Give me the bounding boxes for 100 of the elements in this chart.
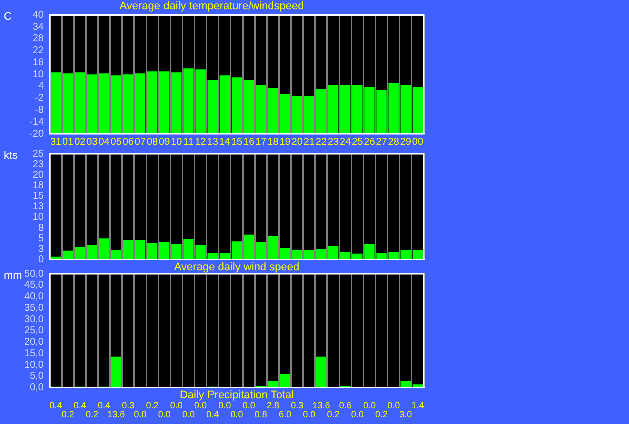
y-tick-label: 40,0 [24, 292, 44, 303]
data-label: 0.0 [303, 409, 316, 420]
data-label: 0.0 [182, 409, 195, 420]
y-tick-label: 40 [32, 10, 44, 21]
x-tick-label: 05 [110, 136, 122, 148]
y-tick-label: 5,0 [30, 371, 44, 382]
y-tick-label: 10,0 [24, 360, 44, 371]
y-tick-label: 20 [32, 170, 44, 181]
x-tick-label: 14 [219, 136, 231, 148]
x-tick-label: 16 [244, 136, 256, 148]
y-tick-label: 10 [32, 69, 44, 80]
data-label: 13.6 [108, 409, 126, 420]
y-tick-label: 8 [38, 222, 44, 234]
chart-title: Average daily temperature/windspeed [120, 0, 304, 13]
x-tick-label: 15 [231, 136, 243, 148]
y-tick-label: 3 [38, 244, 44, 255]
x-axis-title: Daily Precipitation Total [180, 389, 294, 402]
data-label: 2.8 [266, 400, 280, 410]
data-label: 0.4 [206, 409, 220, 420]
x-tick-label: 10 [171, 136, 183, 148]
y-tick-label: 22 [32, 46, 44, 57]
data-label: 0.0 [194, 400, 208, 410]
x-tick-label: 08 [146, 136, 159, 148]
data-label: 0.0 [351, 409, 364, 420]
data-label: 0.3 [122, 400, 135, 410]
data-label: 0.0 [363, 400, 376, 410]
y-tick-label: -8 [35, 104, 44, 116]
x-tick-label: 31 [50, 136, 62, 148]
y-tick-label: 13 [32, 202, 44, 213]
x-tick-label: 04 [98, 136, 110, 148]
data-label: 0.3 [291, 400, 304, 410]
y-tick-label: 5 [38, 233, 44, 244]
x-tick-label: 24 [340, 136, 352, 148]
data-label: 0.2 [86, 409, 98, 420]
x-tick-label: 06 [122, 136, 134, 148]
data-label: 3.0 [400, 409, 412, 420]
y-tick-label: -14 [30, 116, 44, 128]
data-label: 0.6 [339, 400, 352, 410]
y-tick-label: 10 [32, 212, 44, 224]
data-label: 0.0 [388, 400, 400, 410]
y-tick-label: 20,0 [24, 337, 44, 348]
y-tick-label: 30,0 [24, 314, 44, 326]
data-label: 0.2 [146, 400, 159, 410]
x-tick-label: 21 [304, 136, 316, 148]
y-tick-label: -2 [35, 93, 44, 104]
x-tick-label: 02 [74, 136, 86, 148]
y-tick-label: 15,0 [24, 348, 44, 360]
x-tick-label: 29 [400, 136, 412, 148]
y-axis-title: mm [4, 270, 22, 282]
y-tick-label: 45,0 [24, 280, 44, 292]
y-tick-label: 15 [32, 191, 44, 202]
x-tick-label: 11 [184, 136, 194, 148]
x-tick-label: 07 [134, 136, 146, 148]
y-tick-label: 23 [32, 159, 44, 170]
x-tick-label: 12 [195, 136, 207, 148]
data-label: 0.0 [230, 409, 244, 420]
x-tick-label: 20 [292, 136, 304, 148]
data-label: 0.4 [50, 400, 62, 410]
y-axis-title: kts [4, 150, 19, 162]
data-label: 0.8 [254, 409, 268, 420]
x-tick-label: 26 [364, 136, 376, 148]
data-label: 0.0 [158, 409, 171, 420]
x-tick-label: 19 [280, 136, 292, 148]
y-tick-label: -20 [30, 128, 44, 140]
y-tick-label: 18 [32, 180, 44, 192]
y-tick-label: 25 [32, 148, 44, 160]
y-axis-title: C [4, 11, 12, 24]
data-label: 0.0 [134, 409, 147, 420]
data-label: 0.0 [170, 400, 183, 410]
data-label: 13.6 [312, 400, 330, 410]
x-tick-label: 28 [388, 136, 400, 148]
x-axis-title: Average daily wind speed [174, 261, 300, 274]
y-tick-label: 50,0 [24, 268, 44, 280]
y-tick-label: 4 [38, 81, 44, 92]
x-tick-label: 17 [256, 136, 268, 148]
y-tick-label: 34 [32, 22, 44, 33]
x-tick-label: 22 [316, 136, 328, 148]
y-tick-label: 35,0 [24, 302, 44, 314]
x-tick-label: 13 [207, 136, 219, 148]
data-label: 0.0 [242, 400, 256, 410]
x-tick-label: 18 [268, 136, 280, 148]
x-tick-label: 03 [86, 136, 98, 148]
y-tick-label: 0,0 [30, 382, 44, 394]
x-tick-label: 00 [412, 136, 424, 148]
y-tick-label: 25,0 [24, 326, 44, 337]
data-label: 1.4 [412, 400, 424, 410]
data-label: 0.2 [376, 409, 388, 420]
x-tick-label: 25 [352, 136, 364, 148]
data-label: 0.4 [98, 400, 111, 410]
y-tick-label: 28 [32, 34, 44, 45]
data-label: 0.2 [327, 409, 340, 420]
data-label: 6.0 [279, 409, 292, 420]
data-label: 0.2 [62, 409, 74, 420]
y-tick-label: 16 [32, 57, 44, 68]
x-tick-label: 09 [159, 136, 171, 148]
y-tick-label: 0 [38, 254, 44, 266]
x-tick-label: 01 [62, 136, 74, 148]
x-tick-label: 27 [376, 136, 388, 148]
data-label: 0.4 [74, 400, 86, 410]
data-label: 0.0 [218, 400, 232, 410]
